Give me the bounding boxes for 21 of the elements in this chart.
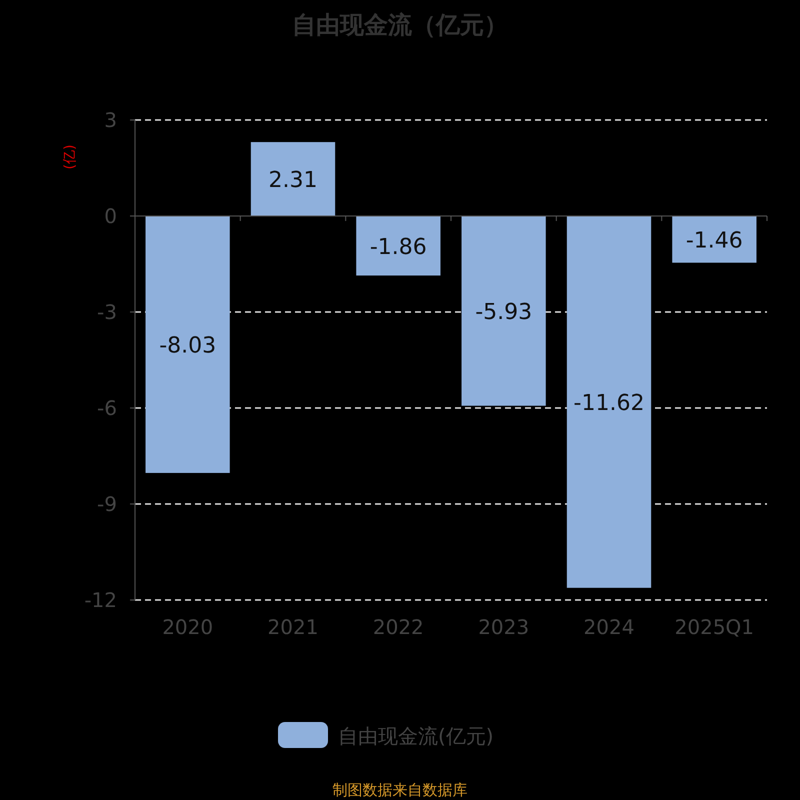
y-axis-title: (亿) <box>62 144 78 170</box>
x-tick-label: 2021 <box>268 615 318 639</box>
y-tick-label: -12 <box>84 588 117 612</box>
x-tick-label: 2025Q1 <box>674 615 754 639</box>
data-label: 2.31 <box>268 168 318 194</box>
x-tick-label: 2022 <box>372 615 424 639</box>
x-tick-label: 2024 <box>584 615 634 639</box>
y-tick-label: -6 <box>97 396 117 420</box>
data-label: -1.46 <box>686 228 743 254</box>
y-tick-label: -3 <box>97 300 117 324</box>
data-label: -5.93 <box>475 300 532 325</box>
text: 制图数据来自数据库 <box>332 781 468 799</box>
y-tick-label: 3 <box>104 108 117 132</box>
y-tick-label: -9 <box>97 492 117 516</box>
legend-label: 自由现金流(亿元) <box>338 724 494 748</box>
data-label: -1.86 <box>370 234 427 260</box>
x-tick-label: 2020 <box>162 615 214 639</box>
data-label: -11.62 <box>574 390 644 416</box>
data-label: -8.03 <box>159 333 216 358</box>
y-tick-label: 0 <box>104 204 117 228</box>
x-tick-label: 2023 <box>478 615 530 639</box>
